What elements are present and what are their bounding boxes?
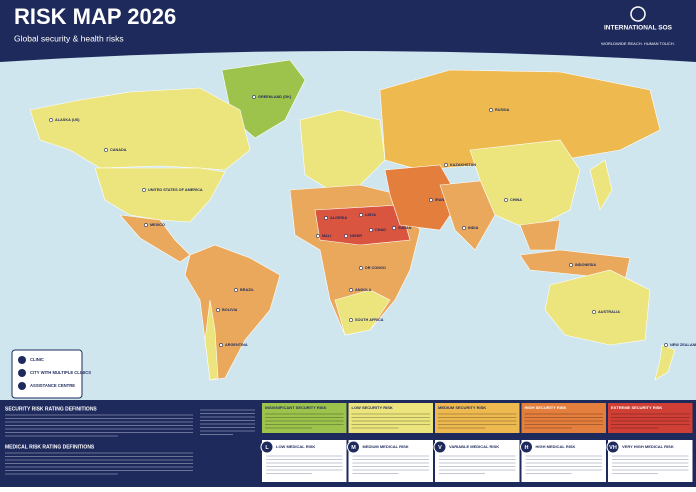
legend-label: ASSISTANCE CENTRE — [30, 383, 75, 388]
medical-level-label: VARIABLE MEDICAL RISK — [449, 444, 499, 449]
capital-dot — [316, 234, 320, 238]
medical-level-label: MEDIUM MEDICAL RISK — [363, 444, 409, 449]
capital-dot — [49, 118, 53, 122]
medical-badge-label: L — [265, 445, 269, 451]
country-label: KAZAKHSTAN — [450, 163, 476, 167]
country-label: NIGER — [350, 234, 362, 238]
legend-icon — [18, 356, 26, 364]
security-level-box — [435, 403, 520, 433]
country-label: CHINA — [510, 198, 522, 202]
logo-mark — [630, 6, 646, 22]
medical-level-label: VERY HIGH MEDICAL RISK — [622, 444, 674, 449]
capital-dot — [104, 148, 108, 152]
medical-badge-label: M — [351, 445, 356, 451]
security-level-box — [348, 403, 433, 433]
medical-badge — [520, 440, 533, 454]
security-level-label: INSIGNIFICANT SECURITY RISK — [265, 405, 327, 410]
capital-dot — [359, 213, 363, 217]
capital-dot — [349, 318, 353, 322]
capital-dot — [359, 266, 363, 270]
header-band — [0, 0, 696, 62]
security-level-label: EXTREME SECURITY RISK — [611, 405, 662, 410]
country-label: UNITED STATES OF AMERICA — [148, 188, 203, 192]
security-level-label: HIGH SECURITY RISK — [525, 405, 567, 410]
security-level-label: LOW SECURITY RISK — [352, 405, 393, 410]
logo-box — [590, 5, 686, 53]
medical-level-box — [608, 440, 693, 482]
security-level-box — [521, 403, 606, 433]
capital-dot — [592, 310, 596, 314]
security-title: SECURITY RISK RATING DEFINITIONS — [5, 406, 97, 412]
medical-level-box — [262, 440, 347, 482]
capital-dot — [489, 108, 493, 112]
country-label: IRAN — [435, 198, 445, 202]
capital-dot — [219, 343, 223, 347]
capital-dot — [234, 288, 238, 292]
medical-badge — [347, 440, 360, 454]
medical-title: MEDICAL RISK RATING DEFINITIONS — [5, 444, 95, 450]
country-label: ALGERIA — [330, 216, 347, 220]
country-label: CANADA — [110, 148, 127, 152]
country-label: INDONESIA — [575, 263, 596, 267]
medical-badge — [606, 440, 620, 454]
capital-dot — [444, 163, 448, 167]
country-label: SUDAN — [398, 226, 412, 230]
legend-icon — [18, 382, 26, 390]
medical-level-label: HIGH MEDICAL RISK — [536, 444, 576, 449]
medical-level-label: LOW MEDICAL RISK — [276, 444, 315, 449]
country-label: BRAZIL — [240, 288, 255, 292]
country-label: CHAD — [375, 228, 386, 232]
capital-dot — [392, 226, 396, 230]
country-label: MALI — [322, 234, 331, 238]
country-label: SOUTH AFRICA — [355, 318, 384, 322]
legend-label: CLINIC — [30, 357, 44, 362]
capital-dot — [369, 228, 373, 232]
country-label: ARGENTINA — [225, 343, 248, 347]
title: RISK MAP 2026 — [14, 4, 176, 29]
medical-level-box — [348, 440, 433, 482]
medical-badge — [433, 440, 447, 454]
country-label: AUSTRALIA — [598, 310, 620, 314]
medical-level-box — [435, 440, 520, 482]
medical-badge-label: H — [525, 445, 529, 451]
country-label: DR CONGO — [365, 266, 386, 270]
legend-label: CITY WITH MULTIPLE CLINICS — [30, 370, 91, 375]
medical-badge — [260, 440, 274, 454]
medical-level-box — [521, 440, 606, 482]
country-label: GREENLAND (DK) — [258, 95, 292, 99]
security-level-box — [608, 403, 693, 433]
country-label: MEXICO — [150, 223, 165, 227]
capital-dot — [144, 223, 148, 227]
capital-dot — [324, 216, 328, 220]
logo-tagline: WORLDWIDE REACH. HUMAN TOUCH. — [601, 41, 675, 46]
capital-dot — [462, 226, 466, 230]
security-level-label: MEDIUM SECURITY RISK — [438, 405, 486, 410]
capital-dot — [504, 198, 508, 202]
capital-dot — [216, 308, 220, 312]
country-label: ALASKA (US) — [55, 118, 80, 122]
country-label: BOLIVIA — [222, 308, 238, 312]
capital-dot — [252, 95, 256, 99]
country-label: NEW ZEALAND — [670, 343, 696, 347]
country-label: RUSSIA — [495, 108, 510, 112]
subtitle: Global security & health risks — [14, 33, 124, 43]
capital-dot — [344, 234, 348, 238]
capital-dot — [569, 263, 573, 267]
logo-name: INTERNATIONAL SOS — [604, 25, 673, 32]
legend-icon — [18, 369, 26, 377]
country-label: LIBYA — [365, 213, 376, 217]
security-level-box — [262, 403, 347, 433]
country-label: INDIA — [468, 226, 479, 230]
capital-dot — [349, 288, 353, 292]
capital-dot — [664, 343, 668, 347]
medical-badge-label: VH — [609, 445, 617, 451]
medical-badge-label: V — [438, 445, 442, 451]
country-label: ANGOLA — [355, 288, 372, 292]
legend-box — [11, 349, 83, 399]
land — [29, 59, 676, 381]
capital-dot — [142, 188, 146, 192]
capital-dot — [429, 198, 433, 202]
